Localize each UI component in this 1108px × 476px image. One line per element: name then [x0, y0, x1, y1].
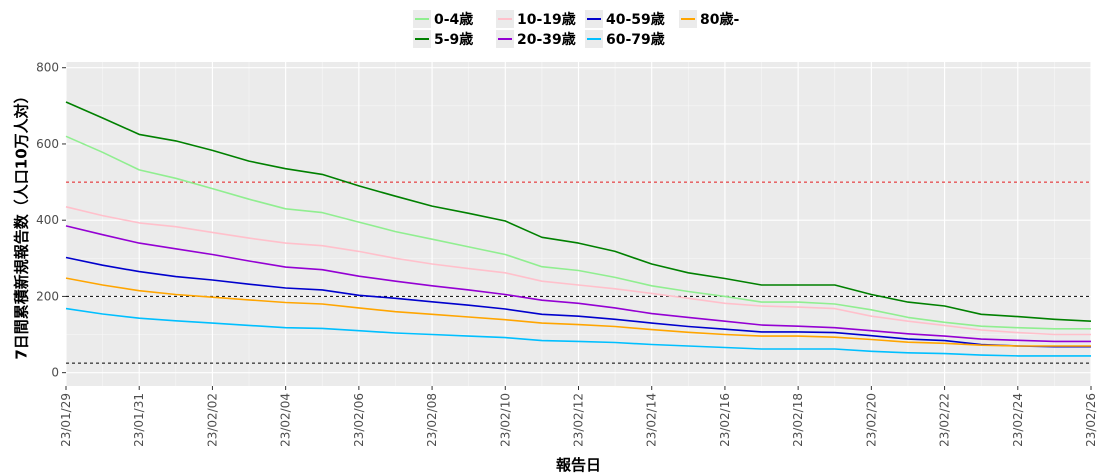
x-tick-label: 23/02/14 — [645, 393, 659, 447]
legend-item-10-19: 10-19歳 — [496, 10, 576, 28]
legend-key — [585, 30, 603, 48]
legend-item-20-39: 20-39歳 — [496, 30, 576, 48]
legend: 0-4歳 5-9歳 10-19歳 20-39歳 40-59歳 60-79歳 80… — [413, 8, 739, 48]
legend-key-line — [415, 18, 429, 20]
x-tick-label: 23/02/08 — [425, 393, 439, 447]
legend-label: 10-19歳 — [517, 12, 576, 28]
series-line — [65, 307, 1091, 357]
legend-key-line — [415, 38, 429, 40]
x-tick-label: 23/02/20 — [864, 393, 878, 447]
x-axis-title: 報告日 — [556, 456, 601, 474]
series-line — [65, 225, 1091, 343]
x-tick-label: 23/02/10 — [498, 393, 512, 447]
legend-key-line — [587, 18, 601, 20]
y-tick-label: 400 — [36, 213, 59, 227]
series-line — [65, 101, 1092, 322]
legend-key — [413, 30, 431, 48]
y-axis-ticks: 0 200 400 600 800 — [36, 61, 66, 380]
y-axis-title: 7日間累積新規報告数（人口10万人対） — [13, 88, 31, 359]
legend-label: 5-9歳 — [434, 32, 474, 48]
y-tick-label: 800 — [36, 61, 59, 75]
x-tick-label: 23/02/22 — [938, 393, 952, 447]
y-tick-label: 200 — [36, 289, 59, 303]
legend-label: 60-79歳 — [606, 32, 665, 48]
x-tick-label: 23/01/31 — [132, 393, 146, 447]
legend-key — [585, 10, 603, 28]
reference-lines — [66, 181, 1091, 364]
legend-key — [413, 10, 431, 28]
x-axis-ticks: 23/01/29 23/01/31 23/02/02 23/02/04 23/02/06… — [59, 386, 1098, 447]
x-tick-label: 23/02/18 — [791, 393, 805, 447]
x-tick-label: 23/02/24 — [1011, 393, 1025, 447]
series-lines — [65, 101, 1092, 357]
legend-key-line — [681, 18, 695, 20]
legend-item-80plus: 80歳- — [679, 10, 739, 28]
legend-item-60-79: 60-79歳 — [585, 30, 665, 48]
legend-key — [496, 30, 514, 48]
legend-key — [496, 10, 514, 28]
legend-key-line — [498, 38, 512, 40]
legend-key-line — [587, 38, 601, 40]
x-tick-label: 23/02/06 — [352, 393, 366, 447]
legend-item-5-9: 5-9歳 — [413, 30, 473, 48]
legend-label: 0-4歳 — [434, 12, 474, 28]
legend-key — [679, 10, 697, 28]
legend-label: 80歳- — [700, 12, 740, 28]
legend-key-line — [498, 18, 512, 20]
x-tick-label: 23/02/26 — [1084, 393, 1098, 447]
x-tick-label: 23/02/04 — [279, 393, 293, 447]
x-tick-label: 23/02/02 — [205, 393, 219, 447]
legend-label: 40-59歳 — [606, 12, 665, 28]
series-line — [65, 135, 1091, 330]
x-tick-label: 23/02/12 — [572, 393, 586, 447]
series-line — [65, 256, 1091, 348]
series-line — [65, 277, 1091, 347]
y-tick-label: 0 — [51, 366, 59, 380]
legend-item-0-4: 0-4歳 — [413, 10, 473, 28]
x-tick-label: 23/02/16 — [718, 393, 732, 447]
legend-label: 20-39歳 — [517, 32, 576, 48]
legend-item-40-59: 40-59歳 — [585, 10, 665, 28]
y-tick-label: 600 — [36, 137, 59, 151]
series-line — [65, 206, 1091, 336]
x-tick-label: 23/01/29 — [59, 393, 73, 447]
